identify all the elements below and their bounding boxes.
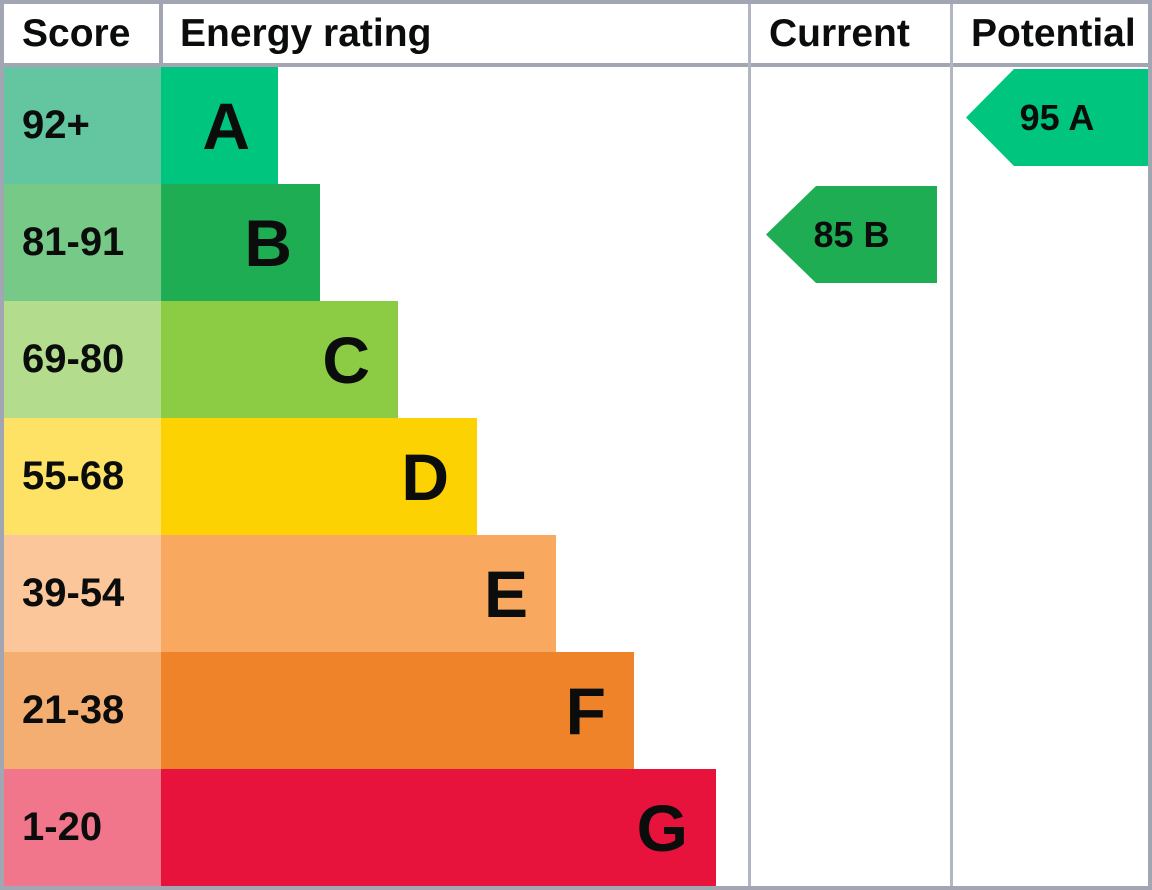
band-bar-c: C bbox=[161, 301, 398, 418]
current-column-divider bbox=[748, 4, 751, 886]
band-bar-f: F bbox=[161, 652, 634, 769]
band-score-range-d: 55-68 bbox=[4, 418, 161, 535]
band-row-e: 39-54 E bbox=[4, 535, 1148, 652]
band-score-range-e: 39-54 bbox=[4, 535, 161, 652]
band-bar-b: B bbox=[161, 184, 320, 301]
band-bar-e: E bbox=[161, 535, 556, 652]
band-score-range-b: 81-91 bbox=[4, 184, 161, 301]
header-energy-rating: Energy rating bbox=[180, 11, 432, 55]
band-score-range-a: 92+ bbox=[4, 67, 161, 184]
potential-column-divider bbox=[950, 4, 953, 886]
band-score-range-c: 69-80 bbox=[4, 301, 161, 418]
band-row-f: 21-38 F bbox=[4, 652, 1148, 769]
header-potential: Potential bbox=[971, 11, 1136, 55]
header-current: Current bbox=[769, 11, 910, 55]
band-row-b: 81-91 B bbox=[4, 184, 1148, 301]
band-row-d: 55-68 D bbox=[4, 418, 1148, 535]
potential-rating-label: 95 A bbox=[1019, 96, 1095, 138]
band-row-g: 1-20 G bbox=[4, 769, 1148, 886]
band-rows: 92+ A 81-91 B 69-80 C 55-68 D 39-54 E 21… bbox=[4, 67, 1148, 886]
band-bar-a: A bbox=[161, 67, 278, 184]
band-bar-d: D bbox=[161, 418, 477, 535]
current-rating-label: 85 B bbox=[813, 213, 890, 255]
band-score-range-g: 1-20 bbox=[4, 769, 161, 886]
score-column-divider bbox=[159, 4, 163, 63]
band-row-a: 92+ A bbox=[4, 67, 1148, 184]
band-row-c: 69-80 C bbox=[4, 301, 1148, 418]
header-underline bbox=[4, 63, 1148, 67]
header-score: Score bbox=[22, 11, 131, 55]
potential-rating-arrow: 95 A bbox=[966, 69, 1148, 166]
band-bar-g: G bbox=[161, 769, 716, 886]
band-score-range-f: 21-38 bbox=[4, 652, 161, 769]
